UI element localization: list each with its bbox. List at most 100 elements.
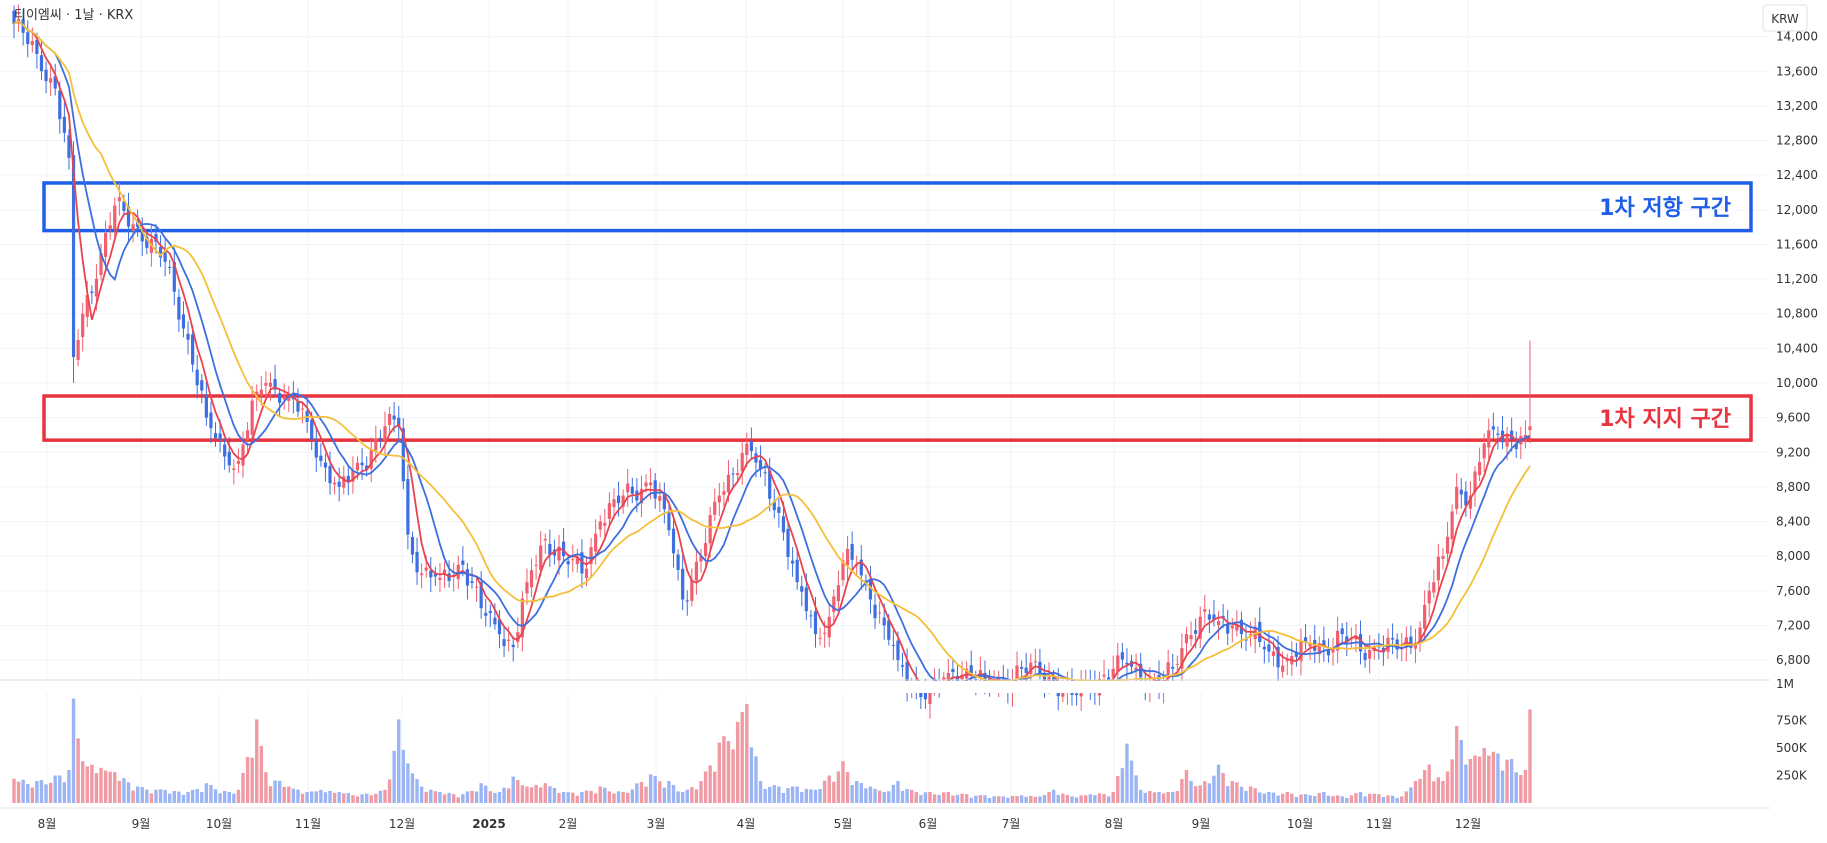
volume-bar — [955, 794, 960, 803]
candle-body — [461, 560, 465, 565]
volume-bar — [135, 786, 140, 803]
volume-bar — [1084, 795, 1088, 803]
volume-bar — [1226, 786, 1230, 803]
volume-bar — [818, 788, 822, 803]
moving-averages-layer — [0, 20, 1770, 694]
time-tick-label: 9월 — [132, 817, 151, 831]
candle-body — [923, 692, 928, 700]
volume-bar — [172, 791, 176, 803]
candle-body — [1015, 665, 1019, 679]
candle-body — [882, 617, 886, 626]
volume-bar — [236, 789, 241, 803]
volume-bar — [841, 761, 845, 803]
price-tick-label: 8,800 — [1776, 480, 1810, 494]
candle-body — [1473, 471, 1477, 493]
candle-body — [1345, 636, 1349, 642]
volume-bar — [493, 793, 497, 803]
candle-body — [676, 554, 680, 570]
candle-body — [397, 417, 401, 427]
candle-body — [1134, 667, 1138, 671]
candle-body — [575, 556, 579, 565]
volume-bar — [1088, 794, 1092, 803]
volume-bar — [836, 771, 841, 803]
candle-body — [1528, 426, 1532, 431]
volume-bar — [1235, 782, 1239, 803]
candle-body — [891, 644, 895, 646]
candle-body — [859, 559, 863, 576]
volume-bar — [1001, 796, 1005, 803]
candle-body — [181, 314, 186, 329]
candle-body — [1198, 616, 1202, 639]
candle-body — [1189, 635, 1193, 640]
volume-bar — [149, 793, 154, 803]
candle-body — [823, 632, 827, 634]
volume-bar — [909, 789, 914, 803]
candle-body — [415, 551, 419, 573]
volume-bar — [48, 782, 53, 803]
volume-bar — [1056, 794, 1060, 803]
volume-bar — [1358, 792, 1363, 803]
candle-body — [168, 266, 172, 268]
volume-bar — [1326, 795, 1331, 803]
time-tick-label: 9월 — [1192, 817, 1211, 831]
currency-badge[interactable] — [1762, 4, 1808, 32]
volume-bar — [758, 781, 763, 803]
candle-body — [39, 55, 44, 72]
candle-body — [1180, 648, 1184, 669]
candle-body — [232, 468, 236, 470]
candle-body — [300, 408, 305, 410]
volume-bar — [1450, 759, 1454, 803]
symbol-header[interactable]: 티이엠씨 · 1날 · KRX — [14, 8, 133, 23]
candle-body — [337, 481, 341, 487]
volume-bar — [1212, 775, 1216, 803]
volume-bar — [726, 741, 731, 803]
candle-body — [259, 389, 263, 396]
candle-body — [791, 560, 795, 564]
candle-body — [1029, 662, 1033, 674]
candle-body — [1102, 674, 1106, 677]
candle-body — [255, 391, 259, 397]
price-tick-label: 7,600 — [1776, 584, 1810, 598]
volume-bar — [1120, 768, 1125, 803]
volume-bar — [864, 788, 868, 803]
volume-bar — [850, 785, 854, 803]
candle-body — [1033, 661, 1037, 663]
time-tick-label: 4월 — [737, 817, 756, 831]
candle-body — [905, 661, 909, 687]
candle-body — [1445, 536, 1450, 554]
volume-bar — [1509, 759, 1514, 803]
volume-bar — [923, 792, 928, 803]
volume-bar — [488, 791, 493, 803]
volume-bar — [1047, 792, 1051, 803]
candle-body — [1024, 667, 1028, 673]
candle-body — [474, 586, 479, 588]
candle-body — [703, 543, 708, 557]
candle-body — [900, 665, 905, 667]
candle-body — [1216, 621, 1221, 626]
volume-bar — [781, 792, 786, 803]
candle-body — [484, 612, 488, 616]
volume-bar — [800, 792, 804, 803]
candle-body — [200, 380, 204, 391]
volume-bar — [543, 783, 547, 803]
candle-body — [1212, 614, 1216, 620]
volume-bar — [873, 788, 877, 803]
volume-bar — [145, 789, 149, 803]
candle-body — [1450, 511, 1454, 540]
candle-body — [104, 232, 108, 257]
candle-body — [1468, 495, 1473, 509]
candle-body — [603, 522, 607, 526]
volume-bar — [653, 776, 657, 803]
volume-bar — [855, 781, 859, 803]
candle-body — [81, 313, 85, 337]
chart-grid — [0, 0, 1770, 803]
volume-bar — [497, 792, 502, 803]
volume-bar — [763, 788, 767, 803]
candle-body — [589, 547, 593, 565]
volume-bar — [319, 789, 323, 803]
candle-body — [1052, 677, 1056, 682]
volume-bar — [960, 793, 964, 803]
price-tick-label: 12,400 — [1776, 168, 1818, 182]
